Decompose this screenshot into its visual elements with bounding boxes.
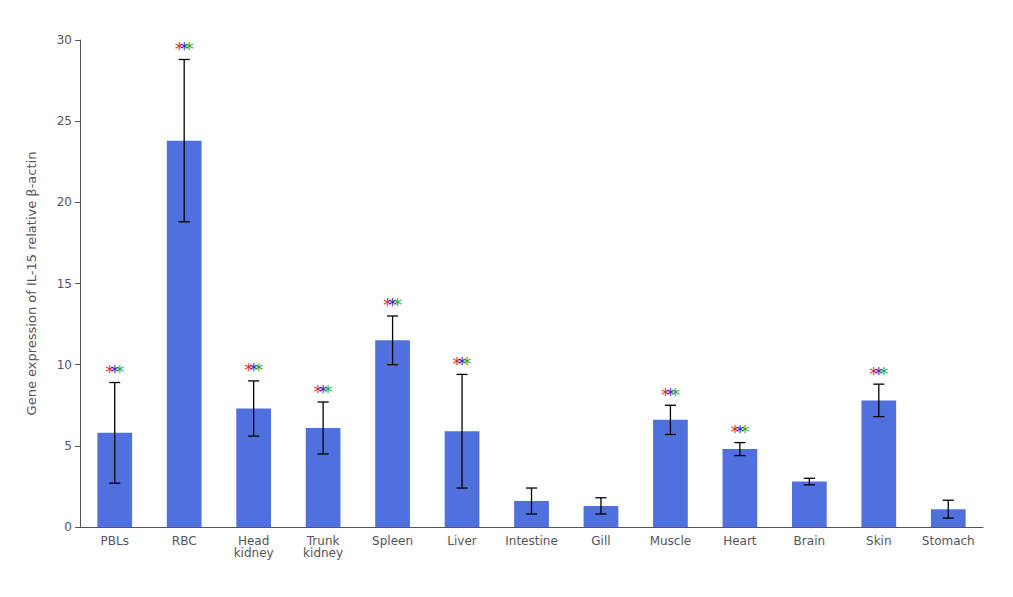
svg-text:*: * — [879, 363, 888, 384]
svg-text:Skin: Skin — [866, 534, 892, 548]
svg-text:Head: Head — [238, 534, 270, 548]
svg-text:*: * — [115, 361, 124, 382]
svg-text:kidney: kidney — [303, 546, 343, 560]
svg-text:30: 30 — [57, 33, 72, 47]
svg-text:5: 5 — [64, 439, 72, 453]
svg-text:Intestine: Intestine — [505, 534, 558, 548]
svg-text:*: * — [671, 384, 680, 405]
svg-text:*: * — [254, 359, 263, 380]
svg-text:Gene expression of IL-15 relat: Gene expression of IL-15 relative β-acti… — [24, 152, 39, 416]
svg-text:PBLs: PBLs — [101, 534, 129, 548]
svg-text:20: 20 — [57, 195, 72, 209]
svg-text:Heart: Heart — [723, 534, 757, 548]
svg-text:*: * — [463, 353, 472, 374]
svg-text:Spleen: Spleen — [372, 534, 413, 548]
svg-text:Liver: Liver — [447, 534, 477, 548]
svg-text:*: * — [185, 38, 194, 59]
svg-text:Trunk: Trunk — [306, 534, 340, 548]
svg-text:Gill: Gill — [591, 534, 610, 548]
svg-text:0: 0 — [64, 520, 72, 534]
svg-text:*: * — [393, 294, 402, 315]
svg-text:10: 10 — [57, 358, 72, 372]
svg-text:Muscle: Muscle — [650, 534, 692, 548]
svg-text:Stomach: Stomach — [922, 534, 975, 548]
svg-text:25: 25 — [57, 114, 72, 128]
svg-text:Brain: Brain — [794, 534, 825, 548]
svg-text:RBC: RBC — [172, 534, 197, 548]
svg-text:kidney: kidney — [234, 546, 274, 560]
svg-text:15: 15 — [57, 277, 72, 291]
svg-text:*: * — [324, 381, 333, 402]
svg-text:*: * — [740, 421, 749, 442]
